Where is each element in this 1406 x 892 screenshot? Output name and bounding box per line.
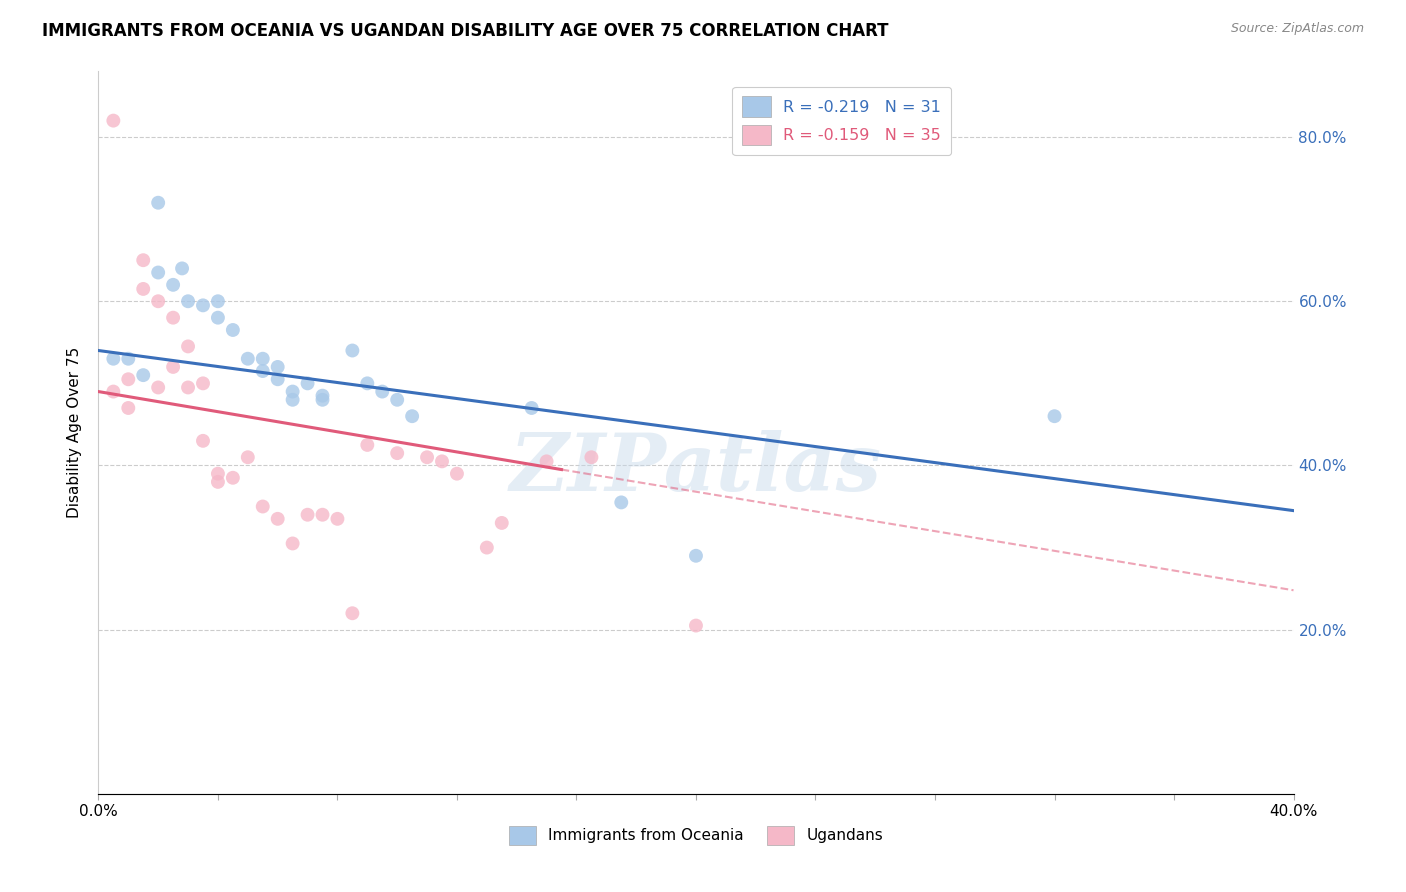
Point [475, 541, 498, 555]
Point [103, 113, 125, 128]
Point [191, 298, 214, 312]
Point [342, 343, 364, 358]
Point [385, 392, 409, 407]
Legend: Immigrants from Oceania, Ugandans: Immigrants from Oceania, Ugandans [502, 820, 890, 851]
Point [207, 475, 229, 489]
Y-axis label: Disability Age Over 75: Disability Age Over 75 [67, 347, 83, 518]
Point [236, 351, 259, 366]
Point [162, 277, 184, 292]
Point [177, 339, 200, 353]
Point [281, 384, 304, 399]
Point [281, 392, 304, 407]
Point [236, 450, 259, 465]
Point [281, 536, 304, 550]
Point [371, 384, 394, 399]
Point [177, 380, 200, 394]
Point [103, 384, 125, 399]
Point [385, 446, 409, 460]
Point [311, 389, 333, 403]
Point [252, 364, 274, 378]
Point [356, 376, 378, 391]
Point [520, 401, 543, 415]
Point [430, 454, 453, 468]
Point [252, 500, 274, 514]
Point [416, 450, 439, 465]
Point [311, 508, 333, 522]
Point [252, 351, 274, 366]
Point [148, 195, 170, 210]
Point [148, 294, 170, 309]
Point [1043, 409, 1066, 424]
Point [685, 549, 707, 563]
Point [191, 434, 214, 448]
Point [356, 438, 378, 452]
Text: Source: ZipAtlas.com: Source: ZipAtlas.com [1230, 22, 1364, 36]
Point [172, 261, 194, 276]
Point [132, 253, 155, 268]
Point [297, 376, 319, 391]
Point [162, 310, 184, 325]
Point [132, 368, 155, 383]
Point [177, 294, 200, 309]
Point [581, 450, 603, 465]
Point [162, 359, 184, 374]
Point [191, 376, 214, 391]
Point [685, 618, 707, 632]
Point [207, 294, 229, 309]
Point [267, 512, 290, 526]
Point [342, 607, 364, 621]
Point [267, 372, 290, 386]
Point [401, 409, 423, 424]
Point [117, 401, 139, 415]
Point [311, 392, 333, 407]
Text: ZIPatlas: ZIPatlas [510, 430, 882, 508]
Point [148, 266, 170, 280]
Point [610, 495, 633, 509]
Point [207, 310, 229, 325]
Point [267, 359, 290, 374]
Point [117, 372, 139, 386]
Point [446, 467, 468, 481]
Point [132, 282, 155, 296]
Point [326, 512, 349, 526]
Point [117, 351, 139, 366]
Point [148, 380, 170, 394]
Point [103, 351, 125, 366]
Point [222, 323, 245, 337]
Text: IMMIGRANTS FROM OCEANIA VS UGANDAN DISABILITY AGE OVER 75 CORRELATION CHART: IMMIGRANTS FROM OCEANIA VS UGANDAN DISAB… [42, 22, 889, 40]
Point [207, 467, 229, 481]
Point [491, 516, 513, 530]
Point [297, 508, 319, 522]
Point [222, 471, 245, 485]
Point [536, 454, 558, 468]
